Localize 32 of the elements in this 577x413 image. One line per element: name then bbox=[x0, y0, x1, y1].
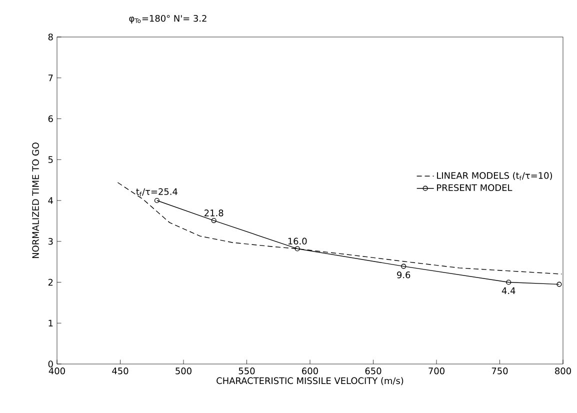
chart-title: φ$_{To}$=180° N'= 3.2 bbox=[129, 14, 206, 24]
annotation: 21.8 bbox=[204, 210, 224, 216]
x-tick-label: 700 bbox=[428, 368, 444, 374]
y-tick-label: 7 bbox=[48, 74, 53, 82]
annotation: 16.0 bbox=[288, 238, 307, 245]
y-tick-label: 3 bbox=[48, 238, 53, 245]
point bbox=[506, 280, 512, 285]
x-tick-label: 450 bbox=[112, 368, 128, 374]
x-tick-label: 550 bbox=[238, 368, 255, 374]
x-tick-label: 500 bbox=[176, 368, 192, 374]
legend-label: LINEAR MODELS (t$_{f}$/τ=10) bbox=[437, 172, 552, 180]
point bbox=[401, 264, 406, 269]
x-tick-label: 750 bbox=[492, 368, 508, 374]
y-tick-label: 1 bbox=[48, 320, 53, 326]
x-tick-label: 650 bbox=[365, 368, 382, 374]
point bbox=[294, 246, 300, 252]
y-tick-label: 5 bbox=[48, 156, 53, 163]
point bbox=[211, 218, 216, 224]
annotation: 9.6 bbox=[397, 271, 410, 278]
y-axis-title: NORMALIZED TIME TO GO bbox=[32, 142, 39, 258]
y-tick-label: 2 bbox=[48, 278, 53, 286]
annotation: 4.4 bbox=[502, 287, 516, 294]
y-tick-label: 6 bbox=[48, 115, 53, 122]
x-axis-title: CHARACTERISTIC MISSILE VELOCITY (m/s) bbox=[216, 377, 404, 386]
y-tick-label: 4 bbox=[48, 197, 53, 204]
y-tick-label: 8 bbox=[48, 34, 53, 40]
x-tick-label: 800 bbox=[555, 368, 571, 374]
annotation: t$_{f}$/τ=25.4 bbox=[136, 188, 178, 196]
x-tick-label: 600 bbox=[302, 368, 318, 374]
legend-label: PRESENT MODEL bbox=[437, 184, 512, 192]
x-tick-label: 400 bbox=[48, 368, 65, 374]
y-tick-label: 0 bbox=[48, 360, 53, 368]
